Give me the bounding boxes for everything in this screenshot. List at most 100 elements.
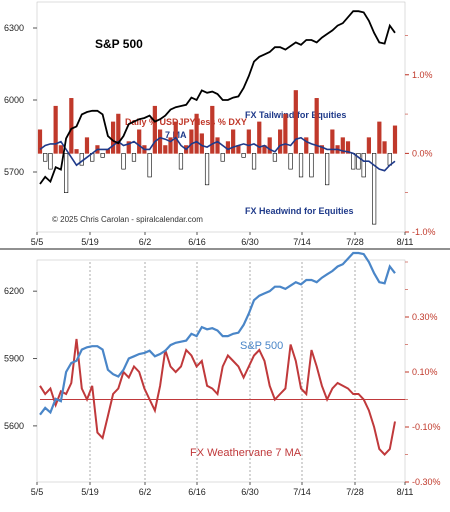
fx-bar xyxy=(257,121,262,154)
fx-bar xyxy=(210,105,215,154)
fx-bar xyxy=(366,137,371,154)
fx-bar xyxy=(319,145,325,154)
y-right-tick-label: 0.10% xyxy=(412,367,438,377)
y-left-tick-label: 6000 xyxy=(4,95,24,105)
fx-bar xyxy=(189,129,194,154)
fx-bar xyxy=(288,153,293,170)
fx-bar xyxy=(392,125,398,154)
fx-bar xyxy=(178,153,184,170)
x-tick-label: 6/2 xyxy=(139,237,152,247)
fx-bar xyxy=(251,153,257,170)
fx-bar xyxy=(147,153,152,178)
fx-bar xyxy=(43,153,48,162)
sp500-line xyxy=(39,10,396,185)
top-chart-title: S&P 500 xyxy=(95,37,143,51)
fx-bar xyxy=(298,153,304,178)
fx-bar xyxy=(283,113,288,154)
fx-bar xyxy=(100,153,105,158)
fx-bar xyxy=(382,141,387,154)
fx-bar xyxy=(84,137,90,154)
fx-bar xyxy=(345,141,351,154)
y-right-tick-label: -0.10% xyxy=(412,422,441,432)
copyright-text: © 2025 Chris Carolan - spiralcalendar.co… xyxy=(52,215,203,224)
fx-bar xyxy=(377,121,382,154)
sp500-line xyxy=(39,251,396,416)
x-tick-label: 7/14 xyxy=(293,237,311,247)
fx-bar xyxy=(304,137,309,154)
fx-bar xyxy=(157,129,163,154)
fx-bar xyxy=(110,121,116,154)
y-right-tick-label: -1.0% xyxy=(412,227,436,237)
fx-bar xyxy=(64,153,69,193)
fx-bar xyxy=(137,129,142,154)
x-tick-label: 7/28 xyxy=(346,237,364,247)
bottom-plot-frame xyxy=(36,259,406,483)
fx-bar xyxy=(340,137,345,154)
fx-bar xyxy=(325,153,330,186)
y-right-tick-label: 0.0% xyxy=(412,148,433,158)
fx-bar xyxy=(48,153,53,170)
y-right-tick-label: 1.0% xyxy=(412,70,433,80)
fx-bar xyxy=(278,129,283,154)
fx-bar xyxy=(194,113,199,154)
fx-bar xyxy=(58,145,63,154)
y-left-tick-label: 6300 xyxy=(4,23,24,33)
fx-bar xyxy=(116,113,121,154)
x-tick-label: 7/28 xyxy=(346,487,364,497)
x-tick-label: 6/16 xyxy=(188,237,206,247)
fx-bar xyxy=(199,133,204,154)
fx-bar xyxy=(356,153,361,170)
y-left-tick-label: 5600 xyxy=(4,421,24,431)
x-tick-label: 7/14 xyxy=(293,487,311,497)
y-right-tick-label: 0.30% xyxy=(412,312,438,322)
fx-bar xyxy=(220,153,225,162)
x-tick-label: 5/19 xyxy=(81,237,99,247)
y-left-tick-label: 5900 xyxy=(4,354,24,364)
fx-bar xyxy=(37,129,43,154)
vane-line xyxy=(39,338,396,456)
fx-bar xyxy=(131,153,137,162)
fx-bar xyxy=(351,153,356,170)
bottom-sp-label: S&P 500 xyxy=(240,340,283,352)
x-tick-label: 8/11 xyxy=(397,237,414,247)
fx-bar xyxy=(152,105,157,154)
fx-bar xyxy=(168,137,173,154)
top-bars-label-1: Daily % USDJPY less % DXY xyxy=(125,117,247,127)
fx-bar xyxy=(204,153,210,186)
top-plot-frame xyxy=(36,1,406,233)
fx-bar xyxy=(267,137,272,154)
x-tick-label: 8/11 xyxy=(397,487,414,497)
bottom-vane-label: FX Weathervane 7 MA xyxy=(190,447,302,459)
x-tick-label: 6/30 xyxy=(241,237,259,247)
fx-bar xyxy=(121,153,126,170)
fx-bar xyxy=(330,129,335,154)
fx-bar xyxy=(241,153,246,158)
fx-bar xyxy=(225,141,231,154)
y-left-tick-label: 5700 xyxy=(4,167,24,177)
top-chart: S&P 500 Daily % USDJPY less % DXY 7 MA F… xyxy=(4,1,436,247)
fx-bar xyxy=(314,98,319,154)
bottom-chart: S&P 500 FX Weathervane 7 MA 5/5 5/19 6/2 6/… xyxy=(4,251,441,497)
fx-bar xyxy=(79,153,84,166)
x-tick-label: 5/5 xyxy=(31,237,44,247)
fx-bar xyxy=(215,137,220,154)
fx-bar xyxy=(69,98,74,154)
fx-bar xyxy=(361,153,366,178)
fx-bar xyxy=(293,90,298,154)
fx-bar xyxy=(74,149,79,154)
x-tick-label: 5/19 xyxy=(81,487,99,497)
fx-bar xyxy=(163,145,168,154)
fx-bar xyxy=(272,153,278,162)
fx-bar xyxy=(309,153,314,178)
ma-line xyxy=(39,136,396,172)
y-right-tick-label: -0.30% xyxy=(412,477,441,487)
fx-bar xyxy=(372,153,377,225)
headwind-annotation: FX Headwind for Equities xyxy=(245,206,354,216)
x-tick-label: 5/5 xyxy=(31,487,44,497)
fx-bar xyxy=(231,129,236,154)
fx-bar xyxy=(53,105,58,154)
y-left-tick-label: 6200 xyxy=(4,286,24,296)
fx-bar xyxy=(246,129,251,154)
x-tick-label: 6/30 xyxy=(241,487,259,497)
